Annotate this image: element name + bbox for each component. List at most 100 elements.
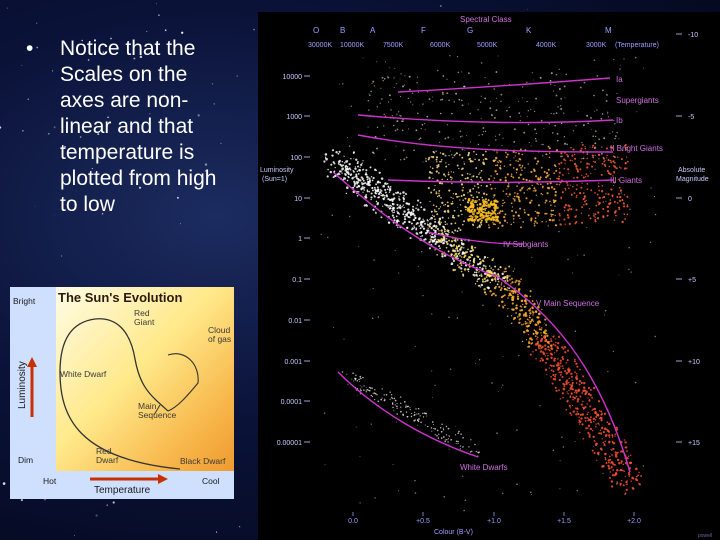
hr-star xyxy=(610,161,613,164)
hr-star xyxy=(597,400,601,403)
hr-star xyxy=(447,209,450,212)
hr-star xyxy=(461,148,464,151)
luminosity-tick-label: 1000 xyxy=(286,114,302,121)
hr-star xyxy=(376,186,379,189)
hr-star xyxy=(437,69,439,72)
hr-star xyxy=(601,162,604,165)
hr-star xyxy=(510,202,513,204)
hr-star xyxy=(416,112,419,115)
hr-star xyxy=(455,442,457,445)
hr-star xyxy=(359,502,361,504)
hr-star xyxy=(553,113,555,115)
hr-star xyxy=(338,83,340,85)
hr-star xyxy=(494,265,497,268)
hr-star xyxy=(482,192,486,195)
hr-star xyxy=(575,208,578,211)
hr-star xyxy=(442,152,445,156)
hr-star xyxy=(554,124,556,127)
hr-star xyxy=(508,265,511,268)
hr-star xyxy=(537,215,539,217)
hr-star xyxy=(614,137,616,140)
bullet-point: • Notice that the Scales on the axes are… xyxy=(26,36,226,218)
hr-star xyxy=(489,323,491,325)
hr-star xyxy=(366,190,369,193)
hr-star xyxy=(519,309,522,312)
background-star xyxy=(112,501,115,504)
hr-star xyxy=(459,209,462,212)
hr-star xyxy=(503,270,506,273)
hr-star xyxy=(433,224,436,227)
hr-star xyxy=(473,221,475,223)
colour-tick-label: +1.0 xyxy=(487,518,501,525)
hr-star xyxy=(382,197,385,200)
hr-star xyxy=(482,208,485,211)
hr-star xyxy=(554,214,556,217)
hr-star xyxy=(396,413,399,415)
hr-star xyxy=(355,158,358,161)
hr-star xyxy=(451,177,453,179)
hr-star xyxy=(568,172,570,174)
hr-star xyxy=(552,365,555,368)
hr-star xyxy=(436,254,438,256)
hr-star xyxy=(517,214,520,217)
hr-star xyxy=(353,180,356,183)
hr-star xyxy=(544,337,546,340)
hr-star xyxy=(341,83,344,85)
hr-star xyxy=(485,276,488,279)
hr-star xyxy=(569,387,571,389)
hr-star xyxy=(349,215,351,218)
hr-star xyxy=(402,213,405,216)
hr-star xyxy=(561,392,564,395)
hr-star xyxy=(550,215,553,217)
hr-star xyxy=(362,177,364,180)
hr-star xyxy=(447,217,450,219)
hr-star xyxy=(461,135,463,137)
hr-star xyxy=(520,187,524,190)
hr-star xyxy=(461,223,464,226)
hr-star xyxy=(343,155,345,157)
hr-star xyxy=(581,392,584,394)
hr-star xyxy=(450,196,452,199)
hr-star xyxy=(459,135,462,138)
hr-star xyxy=(536,338,538,340)
hr-star xyxy=(464,499,467,502)
hr-star xyxy=(356,170,359,173)
hr-star xyxy=(443,210,446,213)
hr-star xyxy=(507,183,510,185)
hr-star xyxy=(611,474,615,477)
hr-star xyxy=(489,183,492,186)
hr-star xyxy=(613,161,616,164)
hr-star xyxy=(381,397,383,399)
hr-star xyxy=(619,451,622,453)
hr-star xyxy=(616,458,620,462)
hr-star xyxy=(616,195,619,199)
hr-star xyxy=(429,172,431,174)
hr-star xyxy=(572,396,575,399)
background-star xyxy=(35,22,38,24)
hr-star xyxy=(478,173,480,175)
hr-star xyxy=(488,205,491,208)
hr-star xyxy=(550,347,554,351)
hr-star xyxy=(626,457,629,460)
hr-star xyxy=(567,209,570,212)
hr-star xyxy=(481,278,484,281)
hr-star xyxy=(431,313,433,315)
hr-star xyxy=(431,235,433,237)
hr-star xyxy=(436,429,439,432)
hr-star xyxy=(443,173,446,176)
hr-star xyxy=(451,154,453,156)
hr-star xyxy=(366,189,369,191)
hr-star xyxy=(417,265,419,267)
hr-star xyxy=(540,119,543,122)
hr-star xyxy=(481,205,484,208)
hr-star xyxy=(349,168,352,171)
hr-star xyxy=(612,469,614,471)
hr-star xyxy=(526,303,528,305)
hr-star xyxy=(344,172,347,175)
hr-star xyxy=(542,143,544,146)
hr-star xyxy=(421,222,424,224)
hr-star xyxy=(460,256,463,258)
hr-star xyxy=(436,213,438,215)
hr-star xyxy=(463,509,465,512)
hr-star xyxy=(535,97,537,100)
